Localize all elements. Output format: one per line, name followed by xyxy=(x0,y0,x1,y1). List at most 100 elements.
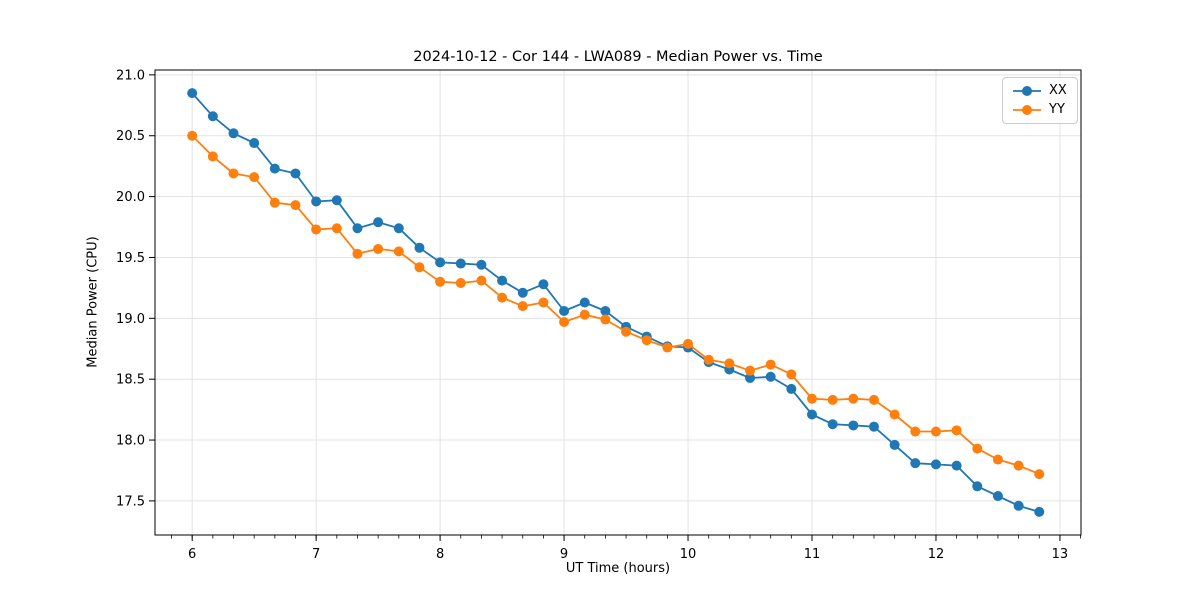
x-tick-label: 9 xyxy=(560,547,568,562)
data-point-xx xyxy=(414,242,425,253)
y-tick-label: 18.5 xyxy=(116,373,145,388)
data-point-xx xyxy=(517,287,528,298)
legend: XX YY xyxy=(1002,77,1078,124)
data-point-yy xyxy=(765,359,776,370)
legend-entry-yy: YY xyxy=(1012,103,1067,117)
data-point-yy xyxy=(910,426,921,437)
data-point-xx xyxy=(745,372,756,383)
data-point-xx xyxy=(786,383,797,394)
data-point-yy xyxy=(848,393,859,404)
y-tick-label: 21.0 xyxy=(116,68,145,83)
y-axis-label: Median Power (CPU) xyxy=(85,236,101,368)
data-point-yy xyxy=(187,130,198,141)
data-point-xx xyxy=(249,138,260,149)
data-point-xx xyxy=(972,481,983,492)
x-tick-label: 8 xyxy=(436,547,444,562)
data-point-xx xyxy=(1034,506,1045,517)
data-point-yy xyxy=(683,338,694,349)
data-point-xx xyxy=(807,409,818,420)
data-point-xx xyxy=(765,371,776,382)
data-point-yy xyxy=(745,365,756,376)
data-point-yy xyxy=(868,394,879,405)
y-tick-label: 17.5 xyxy=(116,494,145,509)
legend-label-xx: XX xyxy=(1049,83,1067,98)
data-point-xx xyxy=(910,458,921,469)
x-tick-label: 10 xyxy=(680,547,697,562)
data-point-yy xyxy=(331,223,342,234)
data-point-yy xyxy=(517,301,528,312)
data-point-xx xyxy=(455,258,466,269)
data-point-yy xyxy=(703,354,714,365)
y-tick-label: 18.0 xyxy=(116,434,145,449)
data-point-xx xyxy=(476,259,487,270)
data-point-yy xyxy=(311,224,322,235)
data-point-xx xyxy=(1013,500,1024,511)
data-point-xx xyxy=(497,275,508,286)
x-tick-label: 6 xyxy=(188,547,196,562)
data-point-xx xyxy=(889,439,900,450)
data-point-xx xyxy=(559,306,570,317)
data-point-xx xyxy=(827,419,838,430)
y-tick-label: 20.5 xyxy=(116,129,145,144)
data-point-yy xyxy=(1013,460,1024,471)
legend-line-marker-icon xyxy=(1013,105,1041,115)
data-point-xx xyxy=(269,163,280,174)
data-point-yy xyxy=(972,443,983,454)
legend-entry-xx: XX xyxy=(1012,84,1067,98)
x-tick-label: 11 xyxy=(804,547,821,562)
x-tick-label: 12 xyxy=(928,547,945,562)
data-point-yy xyxy=(786,369,797,380)
data-point-xx xyxy=(290,168,301,179)
data-point-yy xyxy=(662,342,673,353)
data-point-xx xyxy=(393,223,404,234)
data-point-yy xyxy=(352,248,363,259)
data-point-yy xyxy=(435,276,446,287)
data-point-yy xyxy=(992,454,1003,465)
data-point-yy xyxy=(207,151,218,162)
y-tick-label: 19.0 xyxy=(116,312,145,327)
data-point-yy xyxy=(559,316,570,327)
data-point-yy xyxy=(497,292,508,303)
x-tick-label: 13 xyxy=(1052,547,1069,562)
data-point-xx xyxy=(868,421,879,432)
data-point-yy xyxy=(290,200,301,211)
data-point-xx xyxy=(311,196,322,207)
data-point-yy xyxy=(600,314,611,325)
x-axis-label: UT Time (hours) xyxy=(565,561,671,576)
data-point-xx xyxy=(435,257,446,268)
y-tick-label: 19.5 xyxy=(116,251,145,266)
data-point-yy xyxy=(476,275,487,286)
data-point-xx xyxy=(579,297,590,308)
axes-background xyxy=(155,70,1081,535)
data-point-xx xyxy=(538,279,549,290)
data-point-xx xyxy=(992,491,1003,502)
x-tick-label: 7 xyxy=(312,547,320,562)
data-point-yy xyxy=(621,326,632,337)
data-point-yy xyxy=(579,309,590,320)
data-point-yy xyxy=(538,297,549,308)
data-point-xx xyxy=(187,88,198,99)
data-point-xx xyxy=(930,459,941,470)
data-point-yy xyxy=(269,197,280,208)
data-point-yy xyxy=(455,278,466,289)
data-point-yy xyxy=(641,335,652,346)
data-point-xx xyxy=(373,217,384,228)
data-point-yy xyxy=(373,243,384,254)
data-point-yy xyxy=(393,246,404,257)
data-point-yy xyxy=(889,409,900,420)
legend-line-marker-icon xyxy=(1013,86,1041,96)
data-point-yy xyxy=(724,358,735,369)
data-point-yy xyxy=(1034,469,1045,480)
data-point-yy xyxy=(228,168,239,179)
data-point-yy xyxy=(807,393,818,404)
y-tick-label: 20.0 xyxy=(116,190,145,205)
data-point-yy xyxy=(414,262,425,273)
data-point-xx xyxy=(331,195,342,206)
data-point-xx xyxy=(600,306,611,317)
data-point-yy xyxy=(249,172,260,183)
axes-frame xyxy=(154,69,1082,536)
data-point-xx xyxy=(207,111,218,122)
data-point-xx xyxy=(951,460,962,471)
